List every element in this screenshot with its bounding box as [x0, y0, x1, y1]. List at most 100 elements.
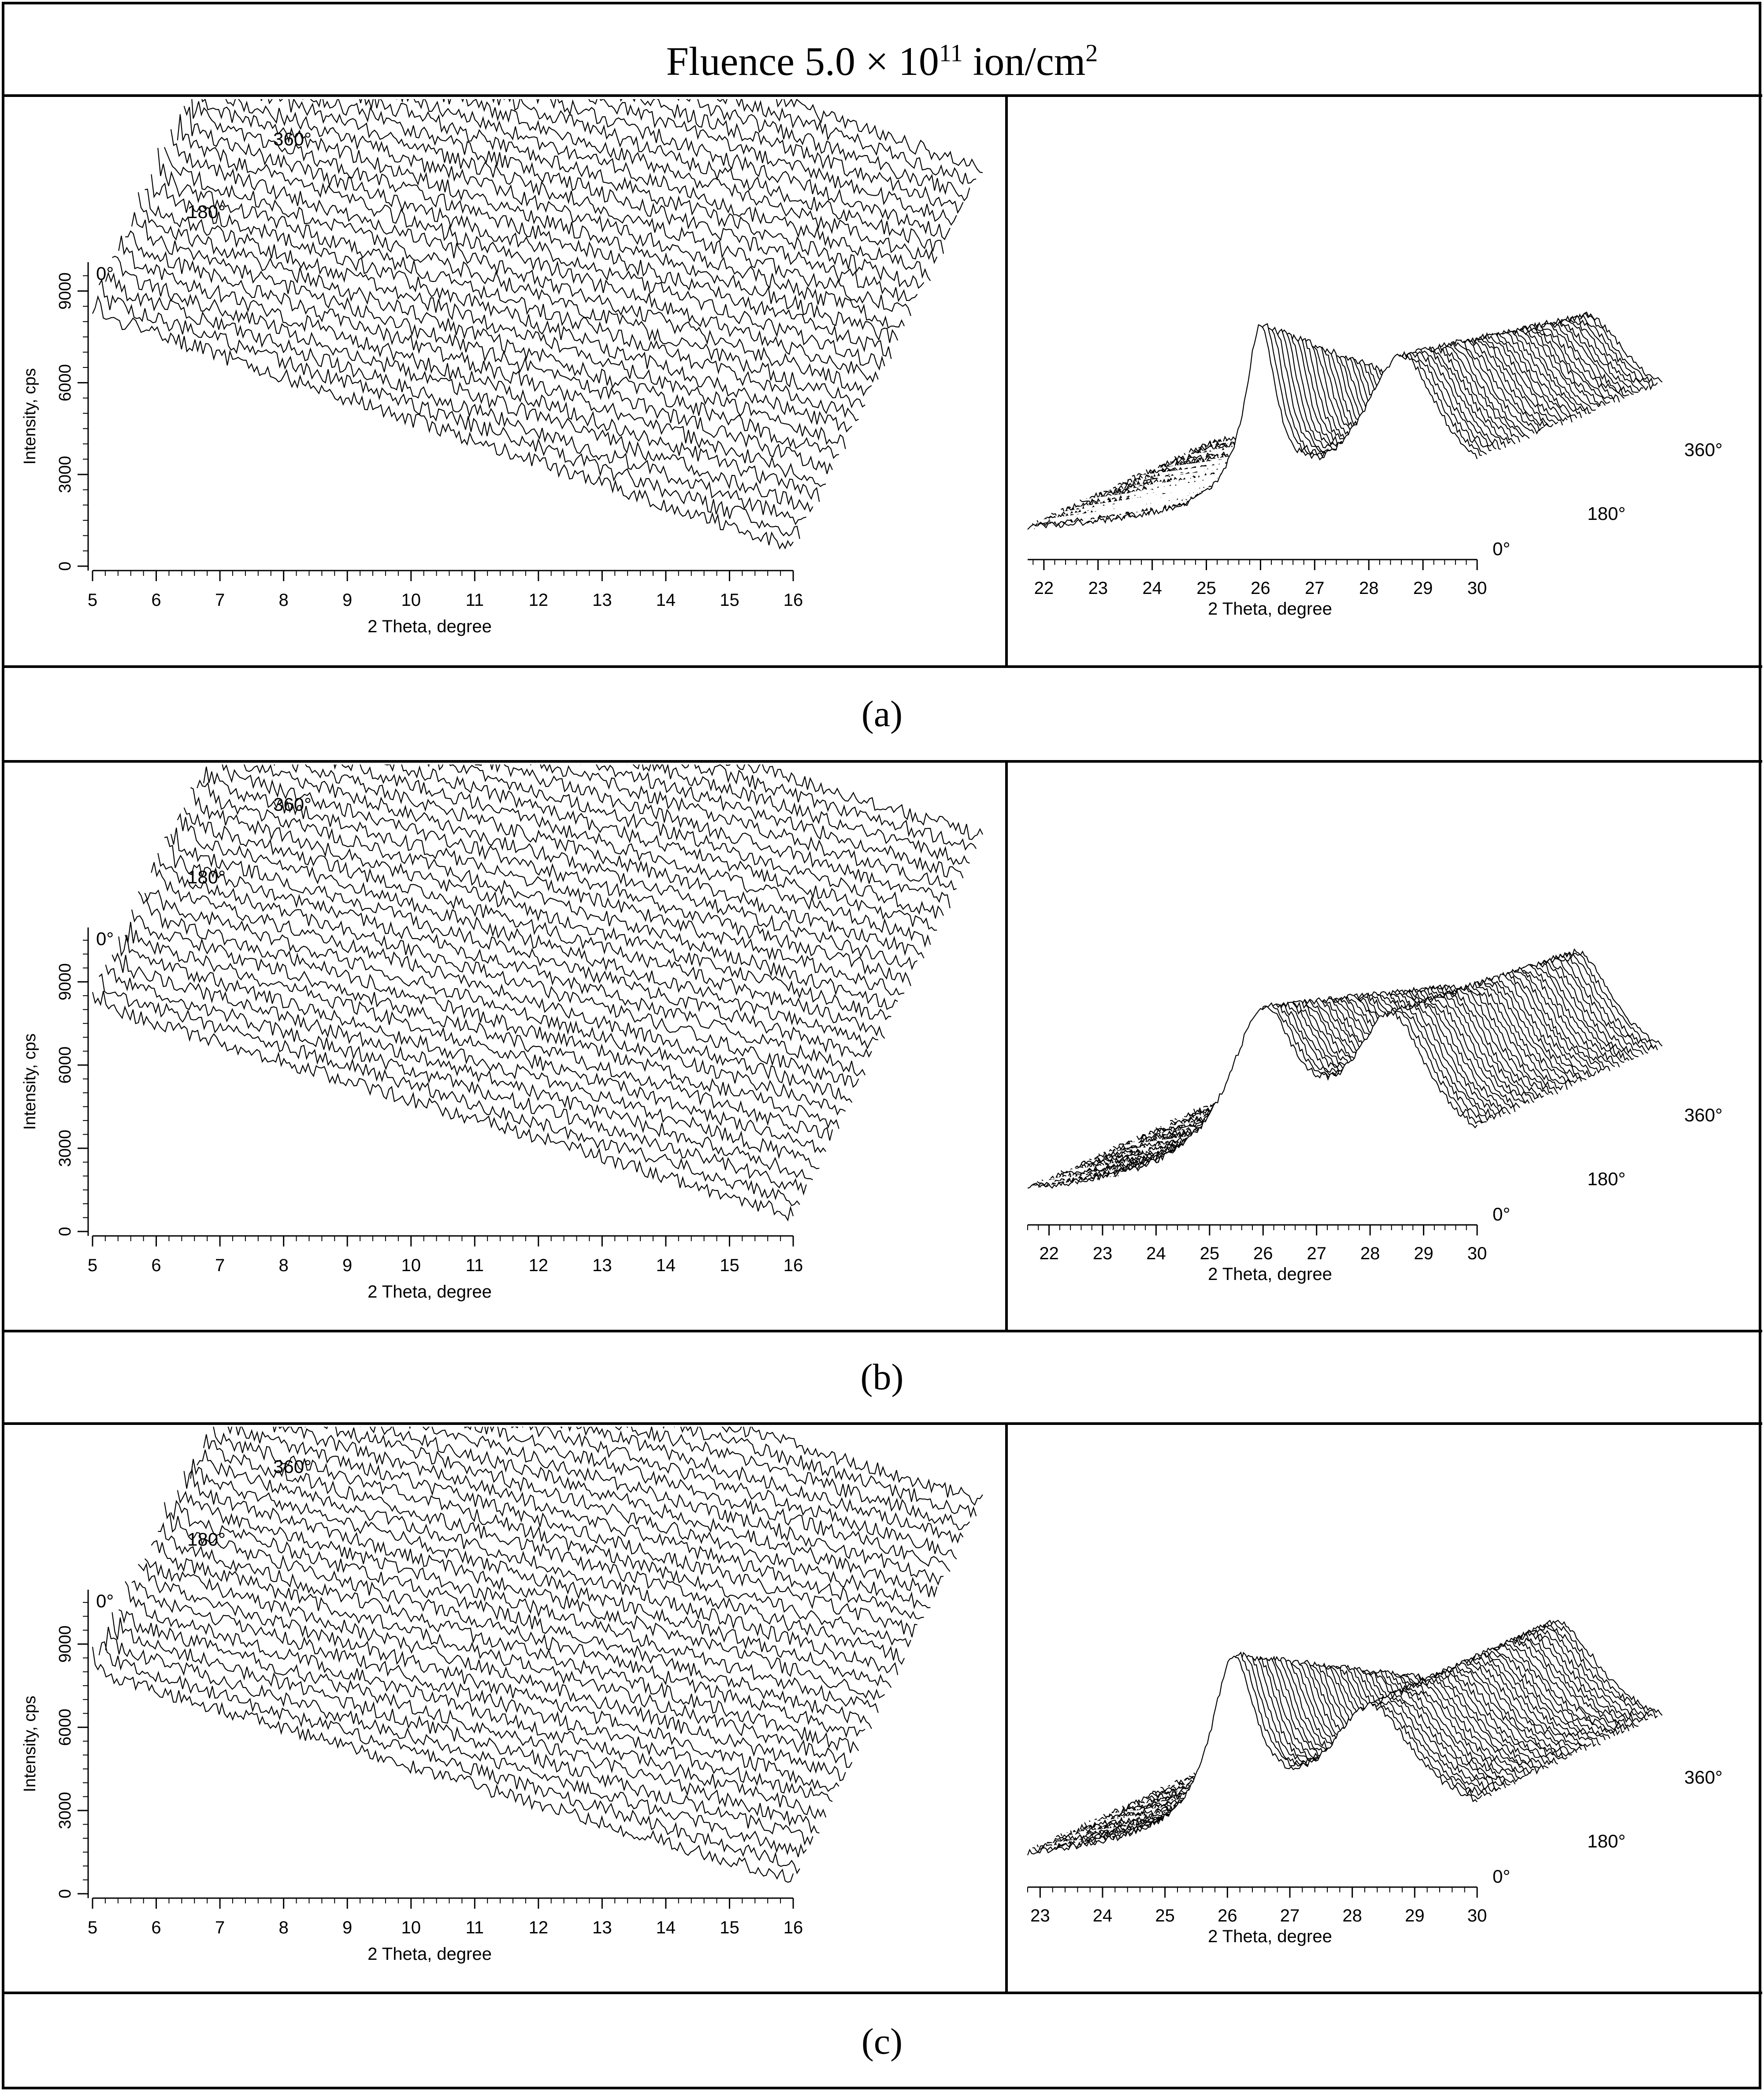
x-axis-label: 2 Theta, degree [1208, 599, 1332, 619]
x-tick-label: 26 [1218, 1906, 1237, 1925]
x-tick-label: 9 [342, 590, 352, 610]
waterfall-trace [334, 764, 931, 948]
waterfall-trace [615, 1427, 970, 1531]
x-tick-label: 24 [1142, 579, 1162, 598]
fluence-header: Fluence 5.0 × 1011 ion/cm2 [2, 28, 1762, 94]
x-axis-label: 2 Theta, degree [368, 617, 492, 636]
waterfall-trace [144, 889, 846, 1116]
y-tick-label: 3000 [56, 1792, 74, 1829]
x-tick-label: 27 [1280, 1906, 1300, 1925]
waterfall-trace [112, 256, 813, 513]
waterfall-trace [144, 1558, 846, 1781]
waterfall-trace [151, 1540, 853, 1768]
waterfall-trace [151, 862, 853, 1103]
divider-row-c [2, 1992, 1762, 1994]
x-tick-label: 30 [1467, 1244, 1487, 1263]
waterfall-trace [588, 99, 957, 226]
divider-col-b [1005, 760, 1008, 1332]
x-tick-label: 22 [1039, 1244, 1059, 1263]
x-axis-label: 2 Theta, degree [1208, 1927, 1332, 1946]
waterfall-traces [92, 1427, 983, 1883]
waterfall-trace [197, 779, 898, 1010]
x-axis-label: 2 Theta, degree [368, 1282, 492, 1302]
x-tick-label: 16 [784, 590, 803, 610]
x-tick-label: 28 [1359, 579, 1379, 598]
x-tick-label: 7 [215, 1918, 225, 1937]
x-tick-label: 27 [1307, 1244, 1326, 1263]
waterfall-trace [243, 764, 918, 971]
waterfall-trace [721, 1427, 983, 1506]
waterfall-trace [663, 1427, 977, 1518]
waterfall-trace [203, 766, 905, 996]
x-tick-label: 14 [656, 590, 676, 610]
x-tick-label: 10 [401, 590, 421, 610]
waterfall-trace [92, 990, 794, 1222]
angle-label: 180° [1587, 1831, 1626, 1851]
angle-label: 0° [1493, 1204, 1510, 1224]
x-tick-label: 23 [1088, 579, 1108, 598]
waterfall-trace [151, 174, 853, 433]
x-tick-label: 11 [466, 1256, 484, 1275]
x-tick-label: 7 [215, 1256, 225, 1275]
angle-label: 0° [1493, 538, 1510, 559]
y-tick-label: 6000 [56, 1709, 74, 1746]
x-tick-label: 11 [466, 590, 484, 610]
waterfall-trace [681, 764, 977, 851]
waterfall-trace [203, 1434, 905, 1665]
waterfall-trace [269, 1427, 924, 1620]
waterfall-trace [717, 99, 977, 185]
angle-label: 180° [1587, 503, 1626, 524]
xrd-waterfall-plot-a-left: 5 6 7 8 9 10 11 12 13 14 15 16 0 3000 6000 9000 2 Theta,… [21, 99, 983, 636]
divider-row-a [2, 665, 1762, 668]
waterfall-trace [506, 1427, 957, 1560]
x-tick-label: 26 [1253, 1244, 1273, 1263]
caption-c: (c) [861, 2021, 903, 2062]
waterfall-trace [213, 1427, 911, 1648]
waterfall-trace [92, 1647, 794, 1883]
x-tick-label: 24 [1146, 1244, 1166, 1263]
waterfall-trace [118, 1609, 820, 1834]
xrd-waterfall-plot-c-left: 5 6 7 8 9 10 11 12 13 14 15 16 0 3000 6000 9000 2 Theta,… [21, 1427, 983, 1964]
waterfall-trace [423, 764, 944, 919]
x-tick-label: 13 [592, 590, 612, 610]
y-tick-label: 0 [56, 1889, 74, 1898]
waterfall-trace [201, 99, 899, 343]
waterfall-trace [725, 764, 983, 840]
waterfall-trace [131, 909, 833, 1141]
waterfall-trace [164, 147, 865, 408]
waterfall-trace [183, 807, 885, 1039]
waterfall-trace [125, 230, 826, 487]
x-tick-label: 15 [720, 590, 739, 610]
x-tick-label: 23 [1093, 1244, 1113, 1263]
waterfall-trace [409, 1427, 944, 1586]
waterfall-trace [145, 189, 846, 449]
divider-row-b [2, 1330, 1762, 1332]
waterfall-trace [157, 148, 859, 422]
y-tick-label: 0 [56, 561, 74, 571]
waterfall-trace [492, 99, 944, 254]
x-tick-label: 28 [1360, 1244, 1380, 1263]
x-tick-label: 6 [151, 1918, 161, 1937]
angle-label: 0° [96, 1591, 114, 1611]
waterfall-trace [131, 212, 833, 474]
x-tick-label: 5 [88, 1918, 97, 1937]
x-tick-label: 25 [1200, 1244, 1220, 1263]
x-tick-label: 12 [529, 590, 549, 610]
waterfall-trace [105, 1627, 807, 1858]
waterfall-trace [677, 99, 970, 202]
waterfall-trace [274, 764, 925, 959]
x-tick-label: 16 [784, 1256, 803, 1275]
x-tick-label: 5 [88, 590, 97, 610]
x-tick-label: 14 [656, 1256, 676, 1275]
x-tick-label: 27 [1305, 579, 1325, 598]
x-tick-label: 10 [401, 1256, 421, 1275]
y-axis-label: Intensity, cps [21, 1034, 39, 1130]
waterfall-trace [170, 129, 872, 397]
waterfall-trace [396, 99, 931, 281]
angle-label: 180° [187, 867, 226, 887]
waterfall-trace [627, 764, 970, 866]
waterfall-trace [190, 787, 891, 1020]
x-tick-label: 8 [279, 590, 289, 610]
y-tick-label: 3000 [56, 1130, 74, 1167]
y-axis-label: Intensity, cps [21, 1696, 39, 1792]
